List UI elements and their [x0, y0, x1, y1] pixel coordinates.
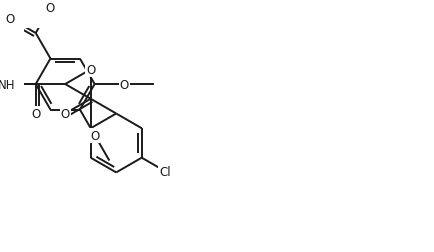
Text: O: O [6, 13, 15, 26]
Text: O: O [61, 108, 70, 120]
Text: O: O [90, 129, 99, 142]
Text: O: O [31, 108, 40, 120]
Text: O: O [86, 64, 95, 77]
Text: NH: NH [0, 78, 15, 91]
Text: O: O [46, 2, 55, 15]
Text: O: O [119, 78, 129, 91]
Text: Cl: Cl [159, 165, 171, 178]
